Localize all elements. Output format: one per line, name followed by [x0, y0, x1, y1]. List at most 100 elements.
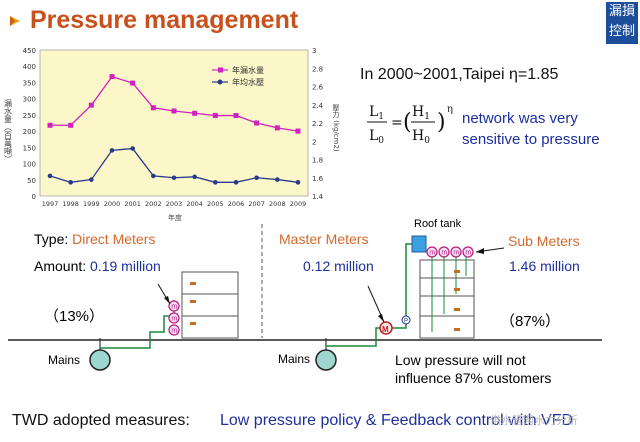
chart-x-axis-label: 年度: [168, 213, 182, 222]
type-row: Type: Direct Meters: [34, 231, 155, 247]
legend-label-pressure: 年均水壓: [232, 77, 264, 87]
pressure-point: [68, 180, 73, 185]
chart-left-axis-label: 漏水量（百萬噸）: [4, 98, 13, 163]
left-tick-label: 200: [23, 128, 36, 136]
leakage-point: [109, 74, 115, 80]
x-tick-label: 2004: [186, 200, 203, 208]
chart-legend: 年漏水量 年均水壓: [212, 65, 264, 87]
x-tick-label: 2007: [248, 200, 265, 208]
right-tick-label: 2.4: [312, 102, 324, 110]
pressure-point: [130, 146, 135, 151]
leakage-point: [295, 128, 301, 134]
direct-percent: （13%）: [44, 308, 105, 325]
leakage-point: [192, 110, 198, 116]
x-tick-label: 2001: [124, 200, 141, 208]
eq-l0: L0: [369, 128, 384, 146]
x-tick-label: 2005: [207, 200, 224, 208]
x-tick-label: 2006: [228, 200, 245, 208]
left-tick-label: 300: [23, 96, 36, 104]
direct-building: [181, 271, 239, 339]
x-tick-label: 1999: [83, 200, 100, 208]
low-pressure-note-2: influence 87% customers: [395, 370, 552, 386]
direct-amount: 0.19 million: [90, 258, 161, 274]
leakage-point: [212, 113, 218, 119]
watermark: 供水管网水力分析: [490, 415, 578, 427]
right-tick-label: 2: [312, 138, 316, 146]
mains-label-left: Mains: [48, 353, 81, 367]
master-meter-label: M: [382, 325, 389, 334]
meter-letter: m: [171, 328, 177, 335]
x-tick-label: 1998: [62, 200, 79, 208]
pressure-point: [254, 175, 259, 181]
direct-meters-label: Direct Meters: [72, 231, 156, 247]
eq-open-paren: (: [403, 110, 412, 135]
left-tick-label: 100: [23, 161, 36, 169]
type-label: Type:: [34, 231, 69, 247]
right-tick-label: 2.2: [312, 120, 323, 128]
direct-taps: [190, 282, 196, 325]
right-tick-label: 3: [312, 47, 316, 55]
pump-letter: P: [404, 319, 408, 325]
leakage-point: [150, 105, 156, 111]
pump-icon: [401, 315, 411, 325]
pressure-point: [151, 173, 156, 179]
eq-exponent: η: [447, 104, 453, 115]
leakage-point: [68, 122, 74, 128]
x-tick-label: 1997: [42, 200, 59, 208]
meter-letter: m: [465, 250, 471, 257]
pressure-point: [275, 177, 280, 182]
sensitivity-line-2: sensitive to pressure: [462, 131, 600, 148]
master-meters-label: Master Meters: [279, 231, 369, 247]
right-tick-label: 2.8: [312, 65, 323, 73]
pressure-point: [47, 173, 53, 179]
leakage-point: [254, 120, 260, 126]
pressure-point: [295, 180, 301, 185]
mains-pipe-right: [315, 349, 337, 371]
chart-right-axis-label: 壓力 (kg/cm2): [332, 104, 340, 152]
sensitivity-note: network was very sensitive to pressure: [462, 108, 600, 150]
left-tick-label: 350: [23, 79, 36, 87]
adopted-measures-text: Low pressure policy & Feedback control w…: [220, 412, 574, 429]
eq-h1: H1: [412, 104, 430, 122]
eq-l1: L1: [369, 104, 384, 122]
pressure-point: [213, 180, 218, 185]
pressure-point: [89, 177, 94, 182]
legend-label-leakage: 年漏水量: [232, 65, 264, 75]
amount-label: Amount:: [34, 258, 87, 274]
master-meter: [379, 321, 393, 335]
leakage-point: [88, 102, 94, 108]
master-amount: 0.12 million: [303, 258, 374, 274]
left-tick-label: 400: [23, 63, 36, 71]
leakage-point: [47, 122, 53, 128]
left-tick-label: 450: [23, 47, 36, 55]
page-title: Pressure management: [30, 6, 299, 34]
eq-h0: H0: [412, 128, 430, 146]
sub-meters-label: Sub Meters: [508, 233, 580, 249]
direct-pipe: [100, 300, 175, 349]
legend-marker-leakage: [218, 67, 223, 73]
adopted-measures-label: TWD adopted measures:: [12, 412, 190, 429]
pressure-point: [233, 180, 239, 185]
eq-close-paren: ): [437, 110, 446, 135]
left-tick-label: 0: [32, 193, 36, 201]
roof-tank: [411, 235, 427, 253]
logo-icon: 漏損 控制: [608, 4, 635, 39]
low-pressure-note-1: Low pressure will not: [395, 352, 526, 368]
leakage-pressure-equation: L1 L0 = ( H1 H0 ) η: [367, 104, 453, 146]
x-tick-label: 2002: [145, 200, 162, 208]
x-tick-label: 2003: [166, 200, 183, 208]
equation-title: In 2000~2001,Taipei η=1.85: [360, 66, 559, 83]
leakage-point: [171, 108, 177, 114]
right-tick-label: 2.6: [312, 84, 324, 92]
meter-letter: m: [441, 250, 447, 257]
sub-risers: [431, 256, 467, 332]
meter-letter: m: [171, 316, 177, 323]
x-tick-label: 2009: [290, 200, 307, 208]
meter-letter: m: [429, 250, 435, 257]
x-tick-label: 2000: [104, 200, 121, 208]
eq-equals: =: [391, 115, 403, 131]
amount-row: Amount: 0.19 million: [34, 258, 161, 274]
pressure-point: [171, 175, 177, 181]
